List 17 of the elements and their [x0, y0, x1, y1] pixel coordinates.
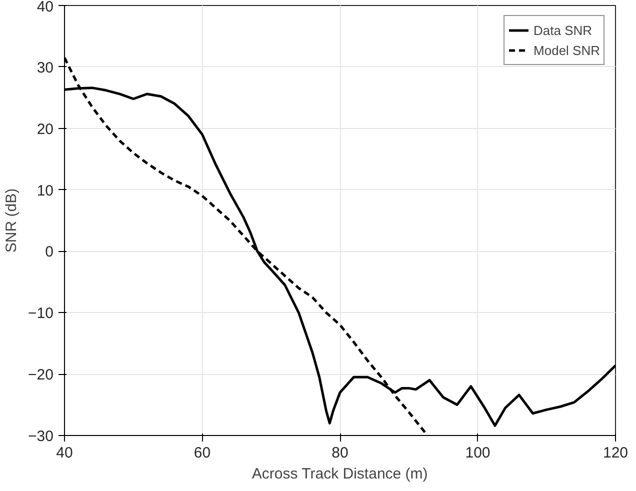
x-tick-label: 80 — [332, 444, 348, 462]
y-tick-label: 0 — [45, 244, 54, 261]
x-tick-label: 120 — [602, 444, 628, 462]
y-tick-label: 20 — [36, 120, 54, 138]
y-tick-label: −10 — [28, 305, 54, 322]
y-axis-title: SNR (dB) — [3, 188, 20, 253]
x-tick-label: 100 — [465, 444, 490, 462]
legend-label: Data SNR — [534, 22, 592, 38]
legend-label: Model SNR — [534, 42, 600, 58]
x-axis-title: Across Track Distance (m) — [252, 466, 428, 482]
y-tick-label: −30 — [28, 428, 54, 445]
y-tick-label: 10 — [36, 182, 54, 200]
y-tick-label: 40 — [36, 0, 54, 16]
y-tick-label: 30 — [36, 59, 54, 76]
y-tick-label: −20 — [28, 366, 54, 384]
x-tick-label: 60 — [194, 444, 211, 462]
x-tick-label: 40 — [56, 444, 73, 462]
